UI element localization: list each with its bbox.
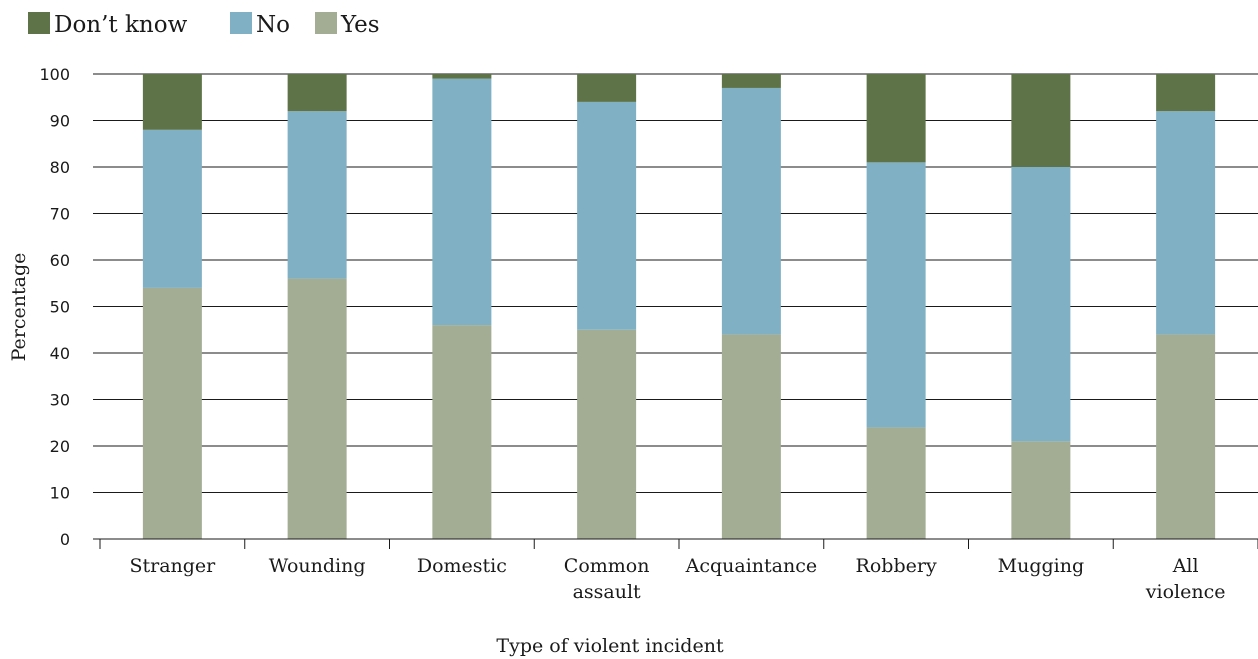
bar-segment-yes xyxy=(287,278,347,539)
bar-segment-don-t-know xyxy=(577,74,637,102)
y-tick-label: 20 xyxy=(50,437,70,456)
bar-segment-yes xyxy=(1156,334,1216,539)
legend-swatch xyxy=(230,12,252,34)
y-tick-label: 100 xyxy=(39,65,70,84)
y-tick-label: 10 xyxy=(50,484,70,503)
bar-segment-don-t-know xyxy=(287,74,347,112)
bar-segment-yes xyxy=(1011,441,1071,539)
x-category-label: Robbery xyxy=(856,555,937,577)
bar-segment-no xyxy=(866,162,926,428)
y-tick-label: 40 xyxy=(50,344,70,363)
gridlines xyxy=(93,73,1258,540)
bar-segment-no xyxy=(1011,167,1071,442)
y-tick-label: 50 xyxy=(50,298,70,317)
bar-segment-no xyxy=(142,129,202,288)
y-tick-label: 80 xyxy=(50,158,70,177)
legend-label: Yes xyxy=(340,12,380,38)
x-category-label: Stranger xyxy=(129,555,216,577)
y-tick-label: 90 xyxy=(50,112,70,131)
x-axis-title: Type of violent incident xyxy=(496,635,724,657)
bar-segment-yes xyxy=(432,325,492,539)
x-category-label: assault xyxy=(573,581,641,603)
legend-swatch xyxy=(28,12,50,34)
x-category-label: Acquaintance xyxy=(685,555,818,577)
x-category-label: Mugging xyxy=(998,555,1085,577)
y-tick-label: 30 xyxy=(50,391,70,410)
bar-segment-don-t-know xyxy=(866,74,926,163)
bar-segment-yes xyxy=(142,287,202,539)
y-axis-ticks: 0 10 20 30 40 50 60 70 80 90 100 xyxy=(39,65,70,549)
x-category-label: violence xyxy=(1145,581,1226,603)
y-axis-title: Percentage xyxy=(8,253,30,362)
legend: Don’t know No Yes xyxy=(28,12,380,38)
legend-label: Don’t know xyxy=(54,12,188,38)
bar-segment-yes xyxy=(577,329,637,539)
bar-segment-don-t-know xyxy=(1156,74,1216,112)
bar-segment-no xyxy=(577,101,637,330)
x-category-label: All xyxy=(1172,555,1199,577)
y-tick-label: 60 xyxy=(50,251,70,270)
bars xyxy=(142,74,1216,539)
y-tick-label: 0 xyxy=(60,530,70,549)
bar-segment-don-t-know xyxy=(142,74,202,130)
bar-segment-don-t-know xyxy=(1011,74,1071,167)
bar-segment-no xyxy=(721,87,781,335)
bar-segment-no xyxy=(287,111,347,279)
x-category-label: Domestic xyxy=(417,555,507,577)
bar-segment-don-t-know xyxy=(721,74,781,88)
bar-segment-no xyxy=(1156,111,1216,335)
bar-segment-yes xyxy=(721,334,781,539)
bar-segment-yes xyxy=(866,427,926,539)
x-category-label: Wounding xyxy=(269,555,366,577)
bar-segment-no xyxy=(432,78,492,326)
y-tick-label: 70 xyxy=(50,205,70,224)
legend-label: No xyxy=(256,12,290,38)
x-axis: Stranger Wounding Domestic Common assault Acq… xyxy=(99,538,1258,603)
legend-swatch xyxy=(315,12,337,34)
x-category-label: Common xyxy=(564,555,650,577)
bar-segment-don-t-know xyxy=(432,74,492,79)
